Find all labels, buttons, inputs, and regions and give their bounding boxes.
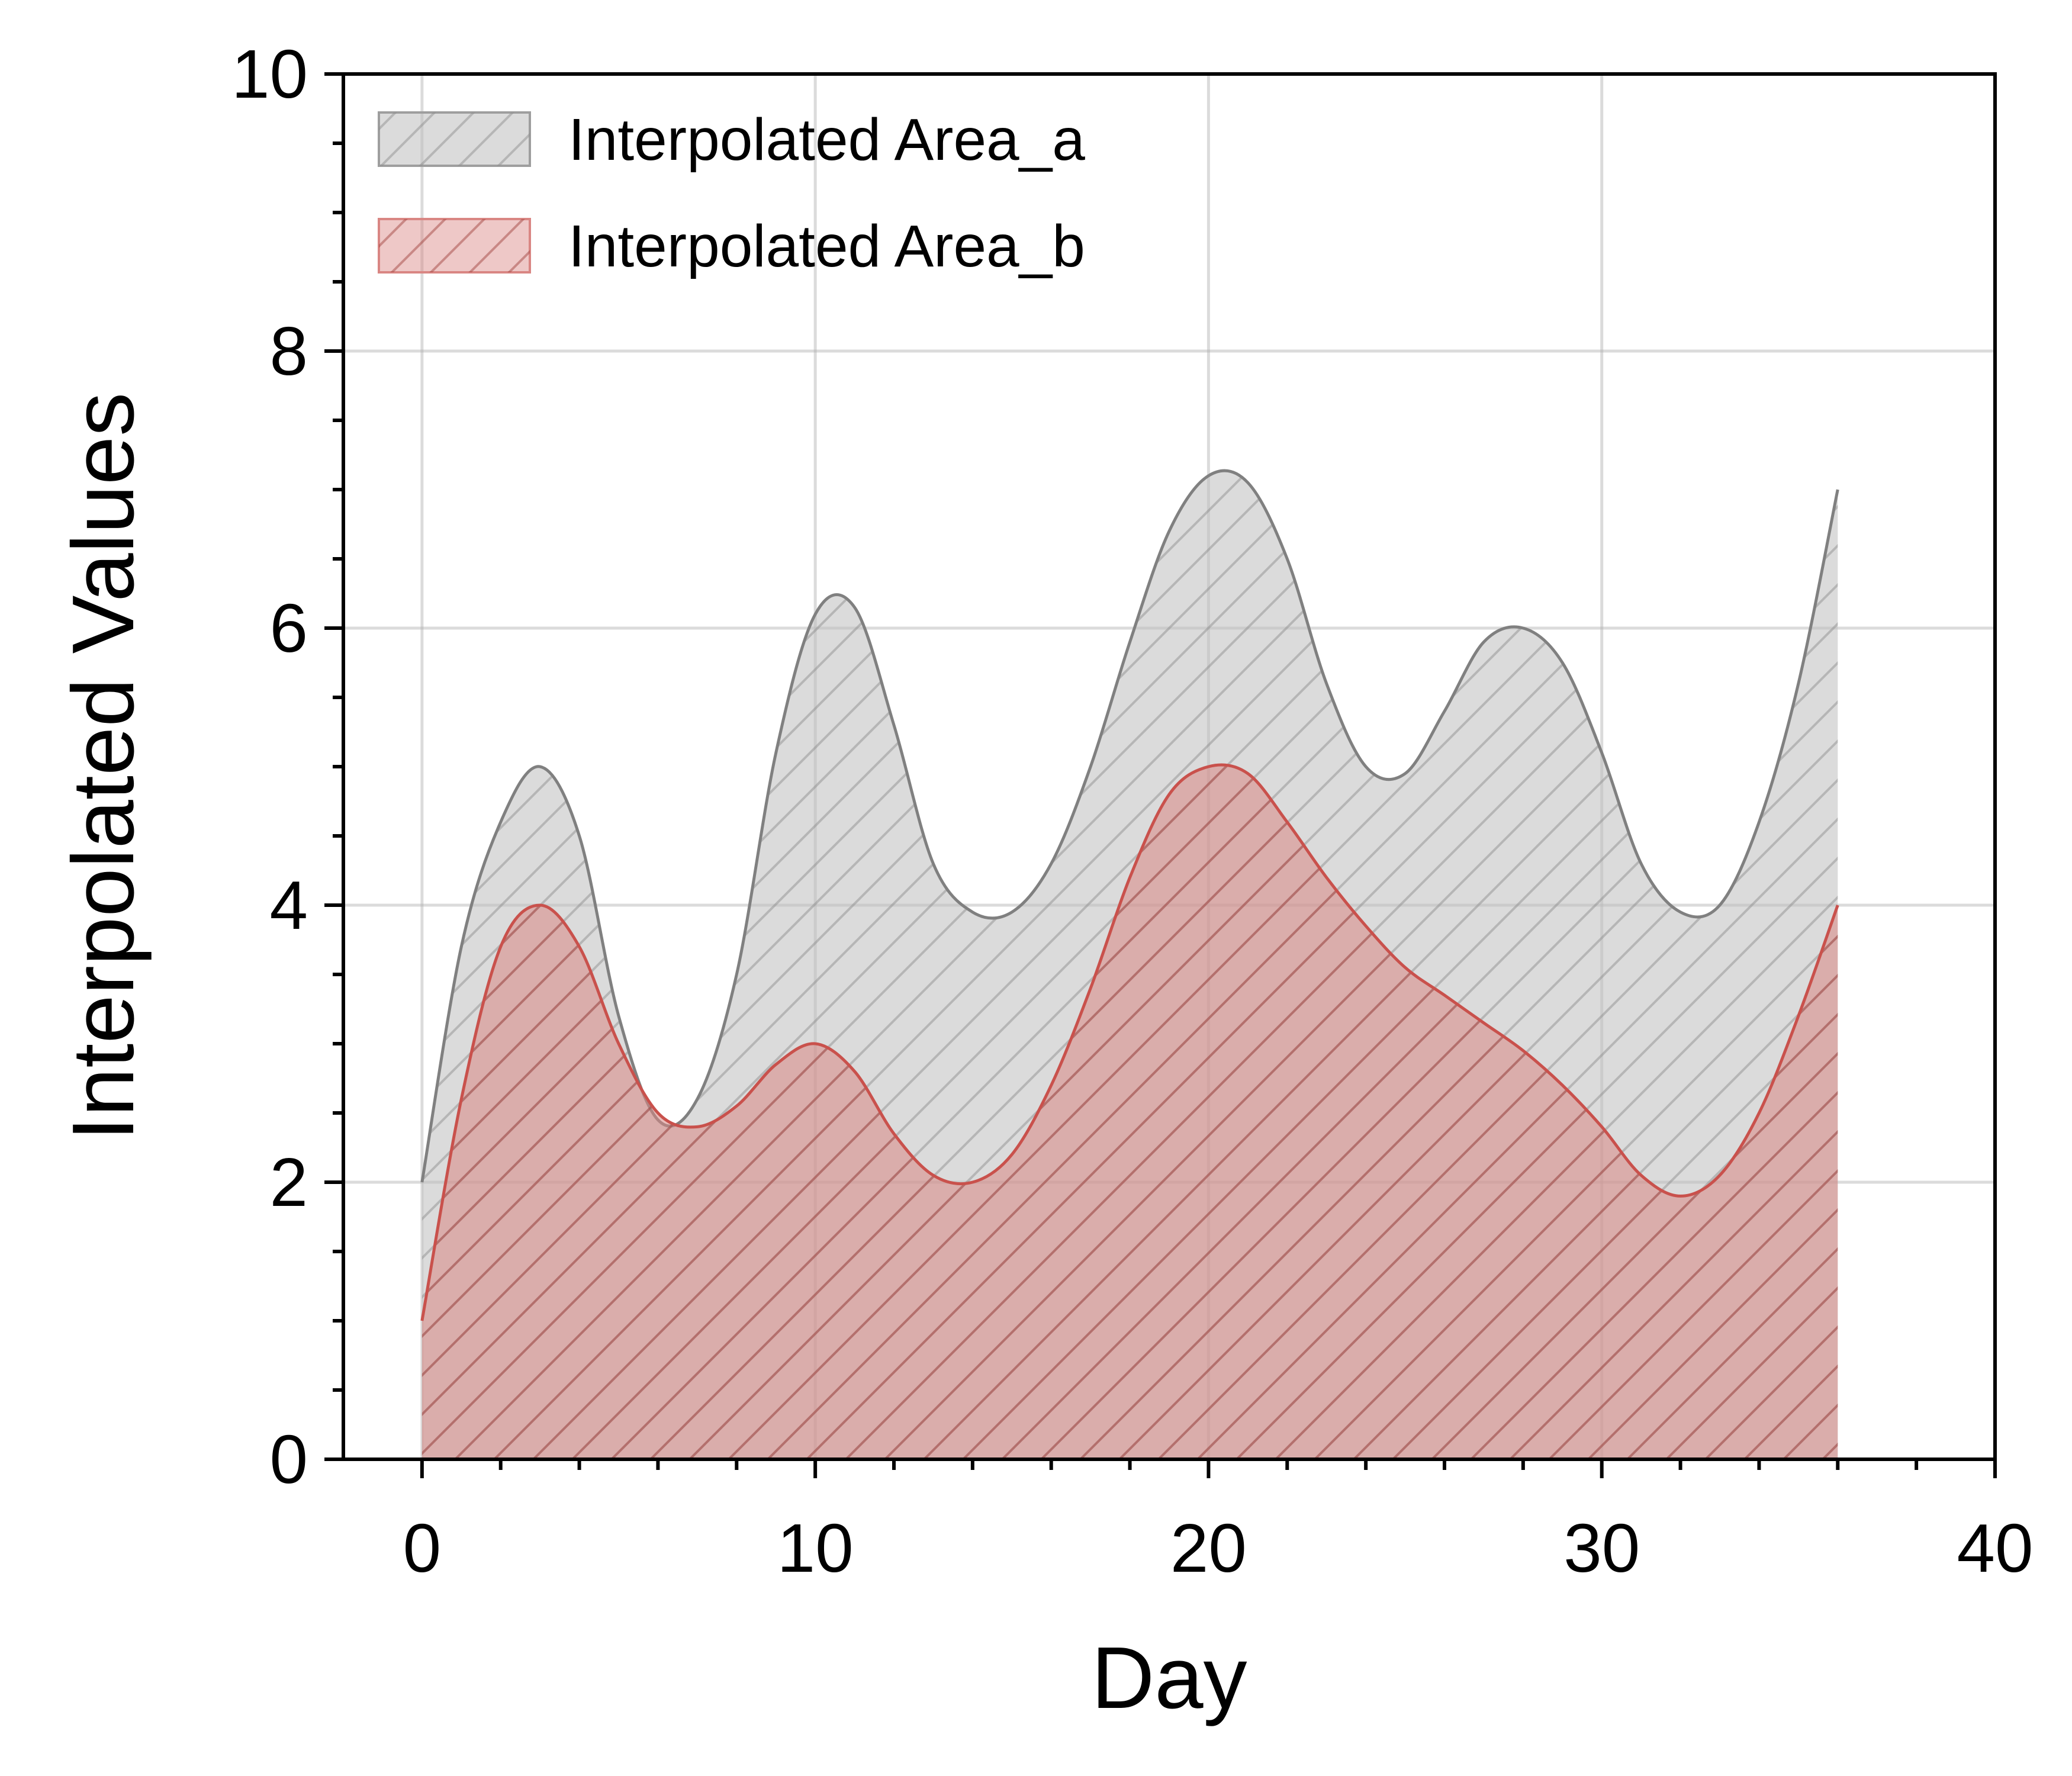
- tick-labels: 0 10 20 30 40 0 2 4 6 8 10: [231, 36, 2034, 1587]
- y-tick-label-2: 4: [269, 867, 308, 944]
- series-line-a: [420, 469, 1839, 1183]
- x-tick-label-0: 0: [403, 1510, 442, 1587]
- x-tick-label-1: 10: [777, 1510, 854, 1587]
- x-axis-title: Day: [1091, 1629, 1247, 1727]
- series-line-b: [420, 763, 1839, 1321]
- legend-item-area-a: Interpolated Area_a: [378, 107, 1085, 173]
- y-tick-label-0: 0: [269, 1421, 308, 1498]
- area-series: [420, 469, 1839, 1459]
- legend-hatch-area-b: [379, 219, 530, 272]
- x-tick-label-2: 20: [1170, 1510, 1247, 1587]
- legend-label-area-b: Interpolated Area_b: [568, 213, 1085, 279]
- x-tick-label-4: 40: [1957, 1510, 2033, 1587]
- y-tick-label-4: 8: [269, 313, 308, 390]
- y-tick-label-3: 6: [269, 590, 308, 667]
- legend-label-area-a: Interpolated Area_a: [568, 107, 1085, 173]
- x-tick-label-3: 30: [1563, 1510, 1640, 1587]
- y-axis-title: Interpolated Values: [54, 392, 152, 1141]
- area-hatch-b: [422, 764, 1838, 1459]
- axis-ticks: [324, 72, 1997, 1478]
- legend-hatch-area-a: [379, 112, 530, 166]
- y-tick-label-5: 10: [231, 36, 308, 112]
- y-tick-label-1: 2: [269, 1144, 308, 1221]
- legend-item-area-b: Interpolated Area_b: [378, 213, 1085, 279]
- legend: Interpolated Area_a Interpolated Area_b: [378, 107, 1085, 279]
